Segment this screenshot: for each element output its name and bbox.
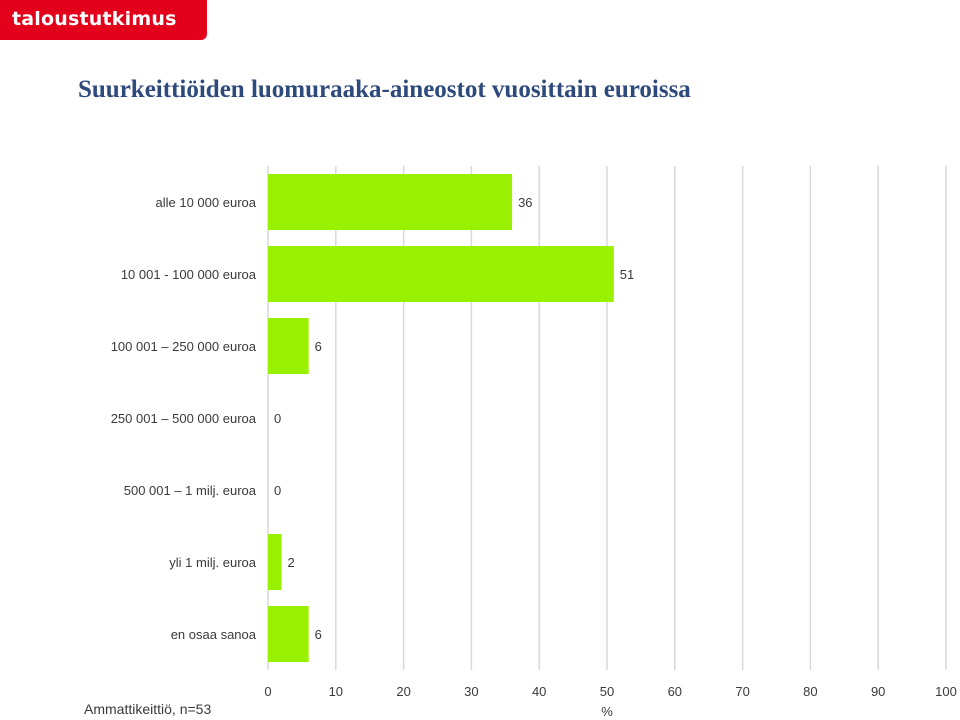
category-label: 100 001 – 250 000 euroa — [111, 339, 257, 354]
value-label: 51 — [620, 267, 634, 282]
category-label: alle 10 000 euroa — [156, 195, 257, 210]
x-tick-label: 90 — [871, 684, 885, 699]
x-tick-labels: 0 10 20 30 40 50 60 70 80 90 100 — [264, 684, 956, 699]
x-tick-label: 40 — [532, 684, 546, 699]
bar — [268, 606, 309, 662]
category-label: 250 001 – 500 000 euroa — [111, 411, 257, 426]
bar — [268, 318, 309, 374]
category-label: 10 001 - 100 000 euroa — [121, 267, 257, 282]
x-tick-label: 30 — [464, 684, 478, 699]
x-tick-label: 10 — [329, 684, 343, 699]
category-label: 500 001 – 1 milj. euroa — [124, 483, 257, 498]
x-tick-label: 50 — [600, 684, 614, 699]
value-label: 0 — [274, 483, 281, 498]
category-label: en osaa sanoa — [171, 627, 257, 642]
value-label: 6 — [315, 627, 322, 642]
x-axis-label: % — [601, 704, 613, 719]
x-tick-label: 0 — [264, 684, 271, 699]
chart-title: Suurkeittiöiden luomuraaka-aineostot vuo… — [78, 76, 691, 103]
value-label: 6 — [315, 339, 322, 354]
bar — [268, 534, 282, 590]
category-label: yli 1 milj. euroa — [169, 555, 256, 570]
x-tick-label: 80 — [803, 684, 817, 699]
x-tick-label: 100 — [935, 684, 957, 699]
sample-note: Ammattikeittiö, n=53 — [84, 701, 212, 717]
value-label: 0 — [274, 411, 281, 426]
x-tick-label: 70 — [735, 684, 749, 699]
category-labels: alle 10 000 euroa 10 001 - 100 000 euroa 1… — [111, 195, 257, 642]
value-label: 36 — [518, 195, 532, 210]
value-labels: 36 51 6 0 0 2 6 — [274, 195, 634, 642]
logo-text: taloustutkimus oy — [12, 8, 177, 68]
x-tick-label: 60 — [668, 684, 682, 699]
bars — [268, 174, 614, 662]
bar — [268, 246, 614, 302]
value-label: 2 — [288, 555, 295, 570]
company-logo: taloustutkimus oy — [0, 0, 207, 68]
x-tick-label: 20 — [396, 684, 410, 699]
gridlines — [267, 166, 947, 670]
bar — [268, 174, 513, 230]
